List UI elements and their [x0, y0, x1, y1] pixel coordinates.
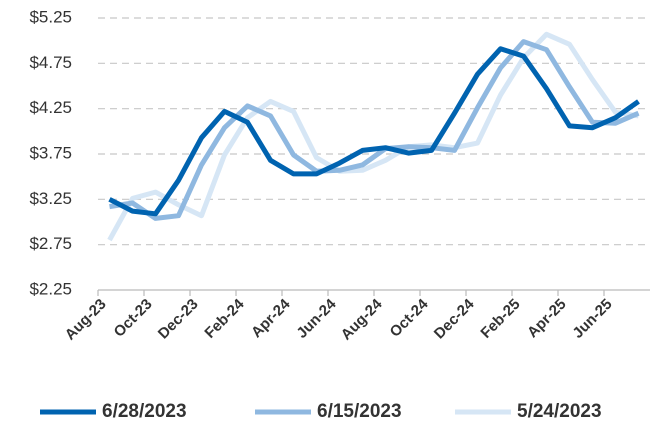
x-tick-label: Oct-24: [387, 295, 432, 340]
x-tick-label: Dec-24: [431, 295, 478, 342]
legend-label: 5/24/2023: [517, 401, 602, 422]
x-tick-label: Feb-25: [477, 296, 523, 342]
x-tick-label: Dec-23: [155, 296, 202, 343]
x-tick-label: Apr-25: [524, 296, 570, 342]
y-tick-label: $3.25: [29, 189, 72, 208]
legend-label: 6/28/2023: [102, 401, 187, 422]
x-tick-label: Feb-24: [201, 295, 248, 342]
x-tick-label: Apr-24: [248, 295, 294, 341]
y-tick-label: $4.25: [29, 98, 72, 117]
y-tick-label: $2.25: [29, 279, 72, 298]
series-line: [109, 39, 640, 221]
x-tick-label: Aug-23: [62, 296, 110, 344]
x-tick-label: Jun-24: [293, 295, 340, 342]
y-tick-label: $4.75: [29, 53, 72, 72]
y-tick-label: $2.75: [29, 234, 72, 253]
series-line: [108, 46, 640, 217]
y-tick-label: $3.75: [29, 143, 72, 162]
x-tick-label: Aug-24: [338, 295, 386, 343]
x-tick-label: Jun-25: [569, 296, 615, 342]
series-line: [107, 31, 639, 242]
x-tick-label: Oct-23: [111, 296, 156, 341]
y-tick-label: $5.25: [29, 7, 72, 26]
legend-label: 6/15/2023: [317, 401, 402, 422]
